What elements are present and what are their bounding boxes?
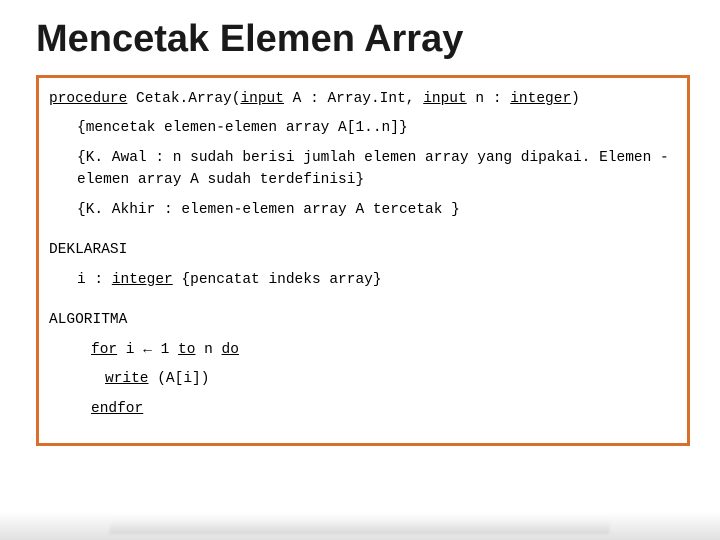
- kw-to: to: [178, 342, 195, 358]
- section-deklarasi: DEKLARASI: [49, 239, 677, 261]
- section-algoritma: ALGORITMA: [49, 309, 677, 331]
- text: {pencatat indeks array}: [173, 272, 382, 288]
- code-line-endfor: endfor: [49, 398, 677, 420]
- kw-input: input: [423, 91, 467, 107]
- kw-write: write: [105, 371, 149, 387]
- code-comment: {mencetak elemen-elemen array A[1..n]}: [49, 117, 677, 139]
- code-line-for: for i ← 1 to n do: [49, 339, 677, 361]
- text: 1: [152, 342, 178, 358]
- text: i: [117, 342, 143, 358]
- text: ): [571, 91, 580, 107]
- code-line-write: write (A[i]): [49, 368, 677, 390]
- text: (A[i]): [149, 371, 210, 387]
- text: A : Array.Int,: [284, 91, 423, 107]
- page-title: Mencetak Elemen Array: [36, 18, 692, 61]
- code-comment: {K. Awal : n sudah berisi jumlah elemen …: [49, 147, 677, 192]
- kw-endfor: endfor: [91, 401, 143, 417]
- text: n :: [467, 91, 511, 107]
- code-line: i : integer {pencatat indeks array}: [49, 269, 677, 291]
- kw-for: for: [91, 342, 117, 358]
- kw-integer: integer: [112, 272, 173, 288]
- arrow: ←: [143, 342, 152, 358]
- text: i :: [77, 272, 112, 288]
- code-box: procedure Cetak.Array(input A : Array.In…: [36, 75, 690, 446]
- code-comment: {K. Akhir : elemen-elemen array A tercet…: [49, 199, 677, 221]
- text: n: [195, 342, 221, 358]
- kw-integer: integer: [510, 91, 571, 107]
- text: Cetak.Array(: [127, 91, 240, 107]
- code-line-signature: procedure Cetak.Array(input A : Array.In…: [49, 88, 677, 110]
- slide: Mencetak Elemen Array procedure Cetak.Ar…: [0, 0, 720, 540]
- kw-input: input: [240, 91, 284, 107]
- kw-do: do: [222, 342, 239, 358]
- kw-procedure: procedure: [49, 91, 127, 107]
